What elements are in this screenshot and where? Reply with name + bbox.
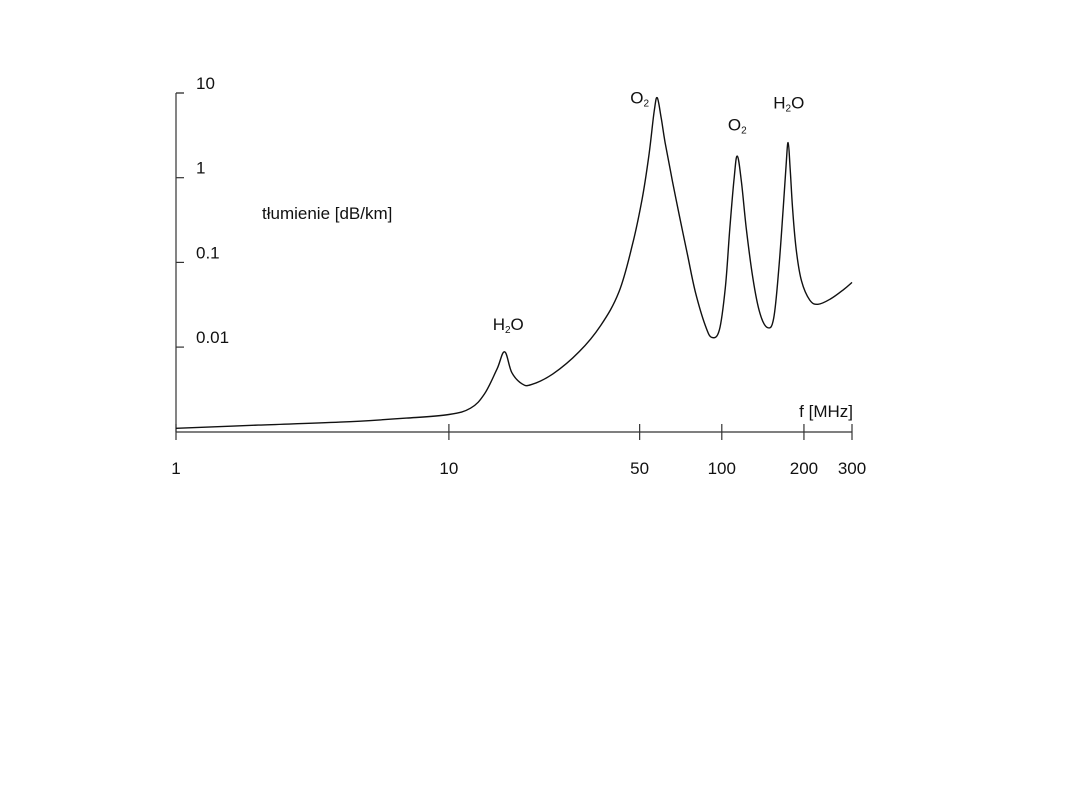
- peak-annotation: O2: [630, 89, 649, 110]
- annotation-suffix: O: [791, 93, 804, 112]
- annotation-suffix: O: [511, 315, 524, 334]
- y-tick-label: 0.01: [196, 328, 229, 347]
- annotation-main: H: [773, 93, 785, 112]
- x-tick-label: 100: [708, 459, 736, 478]
- x-axis-label: f [MHz]: [799, 402, 853, 421]
- annotation-subscript: 2: [643, 99, 649, 110]
- attenuation-curve: [175, 96, 853, 429]
- x-tick-label: 50: [630, 459, 649, 478]
- x-tick-label: 1: [171, 459, 180, 478]
- y-tick-label: 10: [196, 74, 215, 93]
- y-ticks: 0.01 0.1 1 10: [176, 74, 229, 348]
- y-axis-label: tłumienie [dB/km]: [262, 204, 392, 223]
- y-tick-label: 1: [196, 159, 205, 178]
- annotation-main: H: [493, 315, 505, 334]
- annotation-main: O: [728, 116, 741, 135]
- x-tick-label: 300: [838, 459, 866, 478]
- annotation-subscript: 2: [786, 103, 792, 114]
- annotation-main: O: [630, 89, 643, 108]
- peak-annotation: H2O: [773, 93, 804, 114]
- annotation-subscript: 2: [505, 325, 511, 336]
- annotation-subscript: 2: [741, 126, 747, 137]
- peak-annotation: O2: [728, 116, 747, 137]
- x-tick-label: 10: [439, 459, 458, 478]
- y-tick-label: 0.1: [196, 243, 220, 262]
- x-ticks: 1 10 50 100 200 300: [171, 424, 866, 478]
- peak-annotation: H2O: [493, 315, 524, 336]
- x-tick-label: 200: [790, 459, 818, 478]
